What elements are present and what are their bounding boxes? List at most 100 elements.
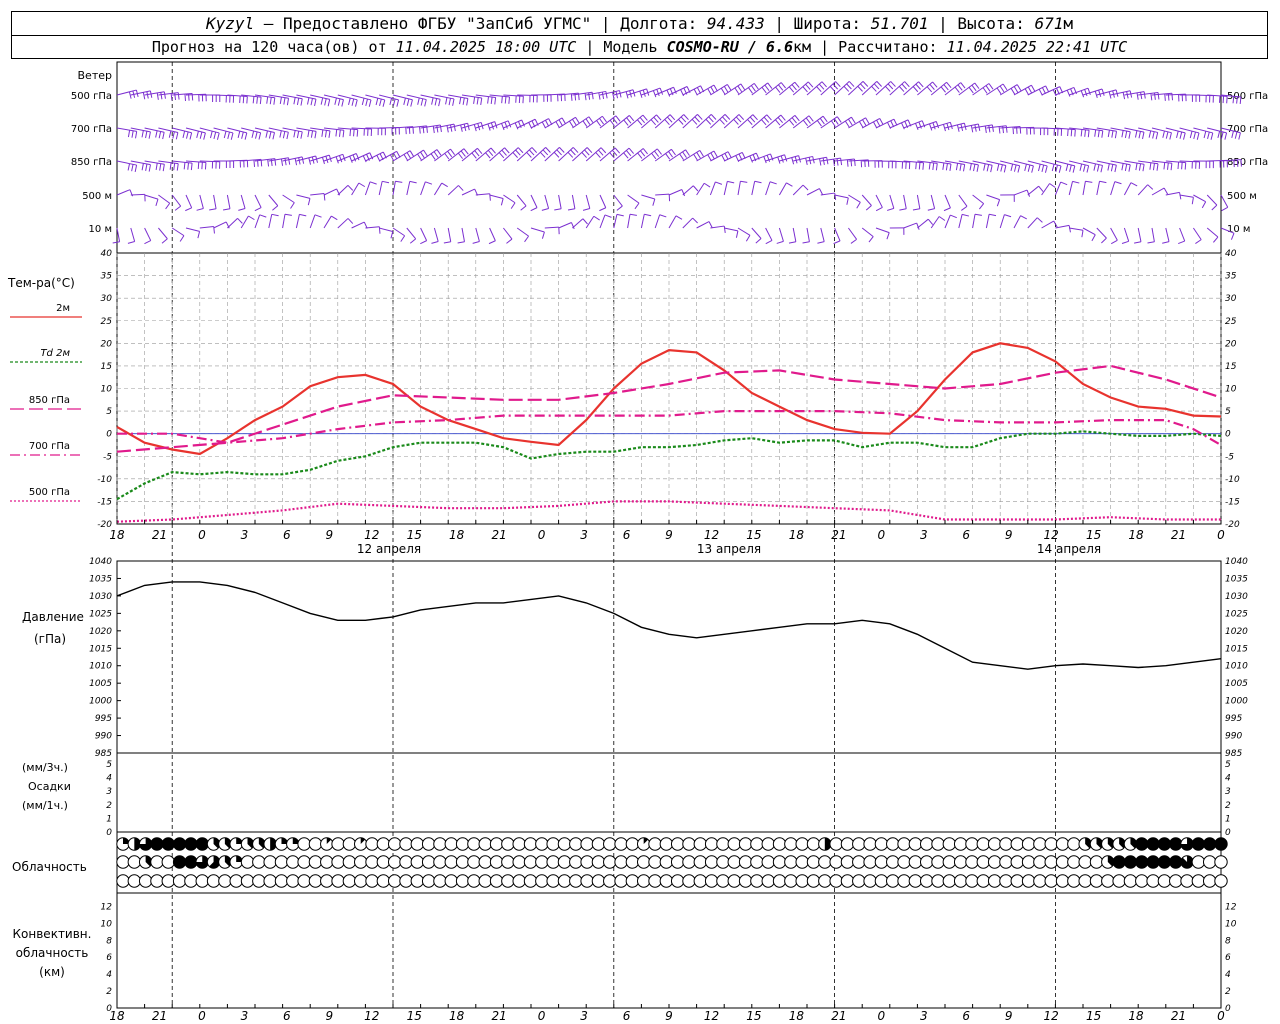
wind-barb-staff bbox=[447, 227, 452, 242]
wind-barb-flag bbox=[474, 150, 480, 157]
cloud-symbol bbox=[1191, 855, 1206, 869]
wind-barb-flag bbox=[777, 156, 781, 164]
wind-barb-flag bbox=[668, 151, 674, 158]
cloud-fill bbox=[173, 837, 186, 851]
cloud-symbol bbox=[501, 855, 515, 869]
cloud-symbol bbox=[1101, 874, 1115, 888]
altitude-value: 671 bbox=[1034, 14, 1064, 33]
cloud-symbol bbox=[1010, 837, 1024, 851]
pressure-tick-right: 1035 bbox=[1225, 574, 1248, 584]
wind-barb-flag bbox=[1038, 185, 1044, 192]
wind-barb-staff bbox=[972, 214, 976, 229]
wind-barb-flag bbox=[1128, 131, 1131, 139]
cloud-symbol bbox=[1033, 837, 1047, 851]
precip-tick-right: 4 bbox=[1225, 774, 1231, 784]
wind-barb-flag bbox=[487, 96, 489, 104]
wind-barb-flag bbox=[1121, 240, 1129, 244]
wind-barb-flag bbox=[1211, 204, 1218, 211]
cloud-fill bbox=[1107, 855, 1115, 867]
wind-barb-staff bbox=[116, 227, 121, 242]
wind-barb-flag bbox=[347, 184, 354, 191]
wind-barb-flag bbox=[628, 147, 635, 154]
temp-tick-left: 0 bbox=[106, 430, 112, 440]
cloud-symbol bbox=[478, 874, 492, 888]
wind-barb-staff bbox=[433, 182, 443, 196]
cloud-fill bbox=[236, 837, 243, 844]
wind-barb-flag bbox=[582, 208, 590, 211]
temp-tick-right: 15 bbox=[1225, 362, 1237, 372]
cloud-symbol bbox=[150, 855, 164, 869]
wind-barb-staff bbox=[668, 215, 677, 229]
cloud-fill bbox=[360, 837, 366, 844]
pressure-tick-right: 1030 bbox=[1225, 592, 1248, 602]
time-label-mid: 9 bbox=[665, 528, 673, 542]
wind-barb-staff bbox=[972, 160, 993, 166]
wind-barb-staff bbox=[1123, 227, 1130, 242]
wind-barb-flag bbox=[335, 129, 338, 137]
wind-barb-staff bbox=[351, 182, 360, 196]
wind-barb-staff bbox=[806, 188, 820, 196]
wind-barb-flag bbox=[1135, 163, 1138, 171]
wind-barb-flag bbox=[954, 86, 960, 93]
wind-barb-flag bbox=[727, 151, 732, 159]
cloud-fill bbox=[209, 855, 220, 869]
wind-barb-flag bbox=[570, 149, 576, 156]
wind-barb-flag bbox=[504, 121, 508, 129]
wind-barb-flag bbox=[241, 131, 244, 139]
wind-barb-flag bbox=[337, 98, 341, 106]
wind-barb-flag bbox=[754, 180, 762, 184]
wind-barb-flag bbox=[436, 125, 439, 133]
wind-barb-flag bbox=[223, 131, 227, 139]
wind-barb-flag bbox=[203, 132, 206, 140]
wind-barb-flag bbox=[945, 163, 948, 171]
wind-barb-flag bbox=[775, 86, 781, 93]
wind-barb-flag bbox=[389, 98, 393, 106]
wind-barb-flag bbox=[1179, 131, 1183, 139]
altitude-label: | Высота: bbox=[938, 14, 1025, 33]
cloud-symbol bbox=[501, 874, 515, 888]
wind-barb-flag bbox=[667, 116, 673, 123]
cloud-symbol bbox=[908, 837, 923, 851]
wind-barb-flag bbox=[1213, 236, 1219, 243]
cloud-symbol bbox=[806, 874, 821, 888]
wind-barb-flag bbox=[1004, 214, 1012, 218]
wind-barb-flag bbox=[409, 150, 415, 157]
wind-barb-flag bbox=[452, 98, 455, 106]
wind-barb-staff bbox=[199, 194, 204, 209]
wind-barb-flag bbox=[1114, 165, 1117, 173]
wind-barb-flag bbox=[961, 213, 970, 217]
time-label-bottom: 21 bbox=[831, 1009, 846, 1023]
wind-barb-flag bbox=[986, 164, 990, 172]
wind-barb-flag bbox=[856, 202, 861, 209]
wind-barb-flag bbox=[353, 129, 355, 137]
wind-barb-flag bbox=[341, 99, 344, 107]
wind-barb-flag bbox=[707, 154, 712, 161]
wind-barb-staff bbox=[1138, 91, 1159, 96]
wind-barb-flag bbox=[365, 98, 368, 106]
wind-barb-staff bbox=[323, 94, 344, 101]
wind-barb-staff bbox=[585, 215, 595, 229]
wind-barb-staff bbox=[1123, 182, 1132, 196]
wind-barb-flag bbox=[794, 115, 800, 122]
wind-barb-flag bbox=[614, 147, 621, 154]
wind-barb-staff bbox=[682, 185, 694, 196]
wind-barb-flag bbox=[763, 156, 767, 164]
temp-tick-left: -15 bbox=[97, 497, 112, 507]
temp-series-line bbox=[117, 410, 1222, 446]
wind-barb-staff bbox=[1041, 127, 1062, 130]
wind-barb-flag bbox=[1121, 163, 1124, 171]
wind-barb-flag bbox=[457, 241, 465, 244]
wind-barb-flag bbox=[307, 97, 310, 105]
wind-barb-flag bbox=[279, 96, 282, 105]
wind-barb-flag bbox=[651, 152, 657, 160]
cloud-symbol bbox=[818, 874, 832, 888]
conv-title-line: (км) bbox=[39, 965, 65, 979]
time-label-bottom: 9 bbox=[665, 1009, 673, 1023]
wind-barb-flag bbox=[833, 118, 839, 125]
cloud-symbol bbox=[376, 855, 391, 869]
wind-barb-flag bbox=[134, 164, 138, 173]
wind-barb-flag bbox=[1091, 234, 1096, 242]
cloud-symbol bbox=[784, 837, 798, 851]
wind-barb-staff bbox=[1096, 227, 1107, 239]
altitude-unit: м bbox=[1063, 14, 1074, 33]
